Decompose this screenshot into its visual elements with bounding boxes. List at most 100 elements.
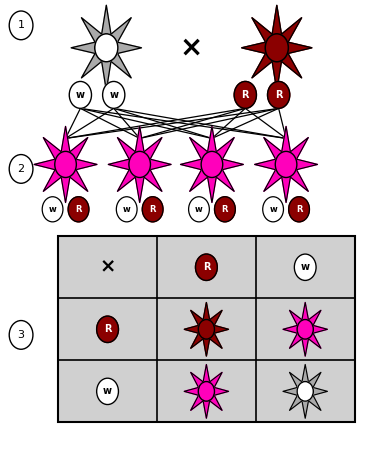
Bar [58,236,355,423]
Polygon shape [272,60,282,90]
Text: 1: 1 [17,20,25,30]
Polygon shape [61,126,70,153]
Circle shape [265,34,288,62]
Polygon shape [289,333,303,348]
Polygon shape [215,137,234,160]
Circle shape [116,197,137,222]
Polygon shape [102,60,111,90]
Polygon shape [308,310,321,326]
Circle shape [9,154,33,183]
Circle shape [103,81,125,108]
Circle shape [215,197,235,222]
Polygon shape [190,168,209,191]
Polygon shape [184,325,199,333]
Text: ×: × [180,34,203,62]
Circle shape [289,197,310,222]
Text: w: w [195,205,203,214]
Text: R: R [275,90,282,100]
Text: w: w [301,262,310,272]
Text: R: R [203,262,210,272]
Circle shape [189,197,209,222]
Text: R: R [104,324,111,334]
Polygon shape [282,126,291,153]
Polygon shape [102,5,111,36]
Polygon shape [43,137,62,160]
Polygon shape [143,137,162,160]
Circle shape [9,320,33,349]
Text: w: w [76,90,85,100]
Polygon shape [254,159,277,170]
Polygon shape [191,333,204,348]
Polygon shape [308,333,321,348]
Circle shape [69,81,92,108]
Polygon shape [282,176,291,202]
Polygon shape [143,168,162,191]
Text: w: w [269,205,277,214]
Polygon shape [283,387,298,396]
Polygon shape [252,52,273,78]
Text: R: R [75,205,82,214]
Polygon shape [69,168,88,191]
Circle shape [142,197,163,222]
Text: w: w [123,205,131,214]
Polygon shape [312,325,327,333]
Polygon shape [71,42,96,54]
Polygon shape [191,372,204,388]
Text: R: R [296,205,302,214]
Circle shape [294,254,316,280]
Polygon shape [280,52,302,78]
Polygon shape [75,159,97,170]
Polygon shape [215,168,234,191]
Polygon shape [289,394,303,410]
Polygon shape [295,159,318,170]
Text: w: w [103,387,112,396]
Polygon shape [69,137,88,160]
Polygon shape [203,400,210,418]
Text: R: R [241,90,249,100]
Circle shape [42,197,63,222]
Polygon shape [302,302,309,321]
Text: ×: × [99,258,116,277]
Polygon shape [289,168,308,191]
Polygon shape [289,137,308,160]
Polygon shape [280,18,302,43]
Polygon shape [184,387,199,396]
Polygon shape [118,137,136,160]
Circle shape [198,320,215,339]
Polygon shape [221,159,243,170]
Polygon shape [207,126,217,153]
Polygon shape [302,400,309,418]
Circle shape [267,81,290,108]
Polygon shape [312,387,327,396]
Polygon shape [302,338,309,356]
Polygon shape [180,159,203,170]
Circle shape [95,34,118,62]
Circle shape [97,378,118,405]
Polygon shape [289,372,303,388]
Polygon shape [241,42,267,54]
Polygon shape [272,5,282,36]
Circle shape [129,151,150,177]
Polygon shape [81,18,103,43]
Polygon shape [207,176,217,202]
Polygon shape [302,364,309,383]
Polygon shape [209,310,222,326]
Circle shape [201,151,223,177]
Polygon shape [283,325,298,333]
Polygon shape [203,364,210,383]
Polygon shape [287,42,312,54]
Text: R: R [150,205,156,214]
Polygon shape [135,126,144,153]
Polygon shape [191,394,204,410]
Polygon shape [214,325,229,333]
Polygon shape [209,372,222,388]
Polygon shape [209,333,222,348]
Circle shape [97,316,118,342]
Polygon shape [61,176,70,202]
Polygon shape [264,137,283,160]
Polygon shape [203,302,210,321]
Text: w: w [49,205,57,214]
Polygon shape [264,168,283,191]
Polygon shape [203,338,210,356]
Circle shape [198,382,215,401]
